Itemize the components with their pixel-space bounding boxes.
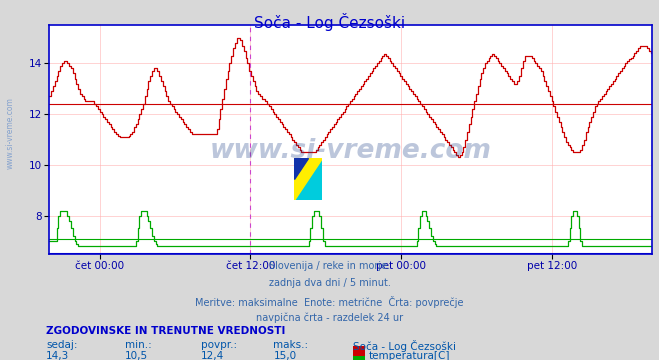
Text: Slovenija / reke in morje.: Slovenija / reke in morje. bbox=[269, 261, 390, 271]
Text: Meritve: maksimalne  Enote: metrične  Črta: povprečje: Meritve: maksimalne Enote: metrične Črta… bbox=[195, 296, 464, 307]
Text: Soča - Log Čezsoški: Soča - Log Čezsoški bbox=[254, 13, 405, 31]
Polygon shape bbox=[294, 158, 322, 200]
Text: min.:: min.: bbox=[125, 340, 152, 350]
Text: www.si-vreme.com: www.si-vreme.com bbox=[210, 138, 492, 164]
Text: sedaj:: sedaj: bbox=[46, 340, 78, 350]
Text: 14,3: 14,3 bbox=[46, 351, 69, 360]
Text: navpična črta - razdelek 24 ur: navpična črta - razdelek 24 ur bbox=[256, 313, 403, 323]
Text: temperatura[C]: temperatura[C] bbox=[369, 351, 451, 360]
Text: 15,0: 15,0 bbox=[273, 351, 297, 360]
Polygon shape bbox=[294, 158, 308, 179]
Text: povpr.:: povpr.: bbox=[201, 340, 237, 350]
Text: ZGODOVINSKE IN TRENUTNE VREDNOSTI: ZGODOVINSKE IN TRENUTNE VREDNOSTI bbox=[46, 326, 285, 336]
Text: www.si-vreme.com: www.si-vreme.com bbox=[5, 97, 14, 169]
Text: 12,4: 12,4 bbox=[201, 351, 224, 360]
Text: Soča - Log Čezsoški: Soča - Log Čezsoški bbox=[353, 340, 455, 352]
Text: zadnja dva dni / 5 minut.: zadnja dva dni / 5 minut. bbox=[269, 278, 390, 288]
Text: maks.:: maks.: bbox=[273, 340, 308, 350]
Polygon shape bbox=[294, 158, 322, 200]
Text: 10,5: 10,5 bbox=[125, 351, 148, 360]
